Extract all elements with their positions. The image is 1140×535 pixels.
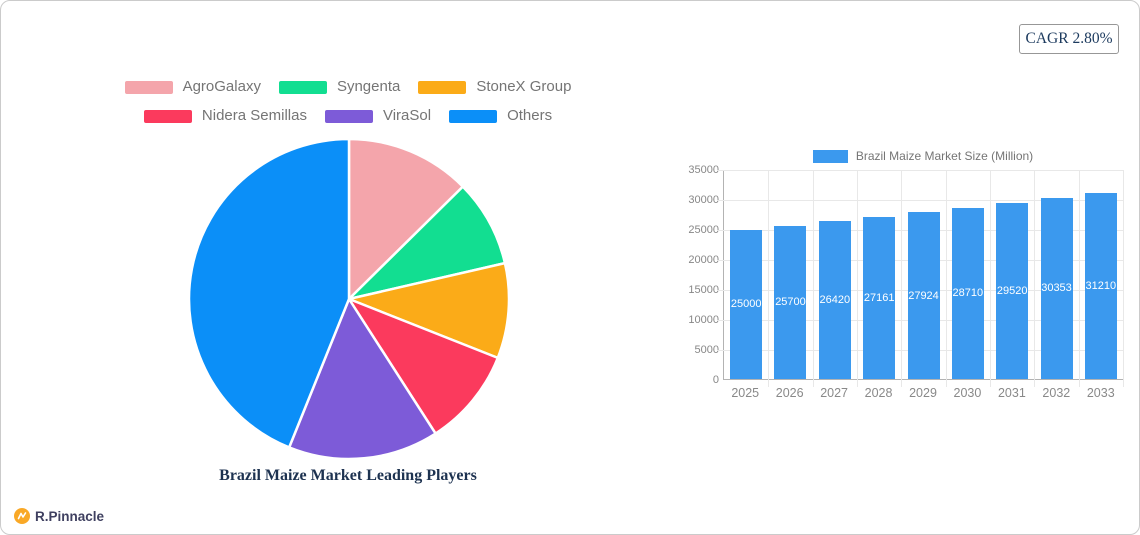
bar-2029[interactable]: 27924	[907, 212, 940, 379]
bar-value-label: 31210	[1085, 279, 1117, 292]
brand-icon	[14, 508, 30, 524]
bar-value-label: 30353	[1041, 282, 1072, 295]
legend-item-label: AgroGalaxy	[182, 78, 261, 95]
bar-value-label: 27161	[863, 291, 895, 304]
legend-item-others[interactable]: Others	[449, 108, 552, 124]
gridline-horizontal	[717, 170, 1124, 171]
legend-item-label: ViraSol	[382, 107, 432, 124]
gridline-vertical	[768, 170, 770, 387]
bar-value-label: 27924	[908, 289, 939, 302]
legend-item-virasol[interactable]: ViraSol	[324, 107, 432, 124]
legend-item-label: Nidera Semillas	[201, 107, 307, 124]
cagr-label: CAGR 2.80%	[1025, 30, 1113, 47]
bar-value-label: 29520	[996, 284, 1028, 297]
legend-swatch-icon	[278, 80, 327, 94]
pie-slice-stonex-group[interactable]	[347, 261, 511, 360]
x-axis-tick-label: 2030	[953, 386, 982, 400]
pie-chart-title: Brazil Maize Market Leading Players	[219, 467, 477, 484]
x-axis-tick-label: 2026	[775, 386, 804, 400]
bar-value-label: 26420	[819, 294, 851, 307]
legend-item-label: Syngenta	[336, 78, 401, 95]
bar-value-label: 28710	[952, 287, 984, 300]
pie-slice-others[interactable]	[187, 137, 351, 449]
x-axis-tick-label: 2031	[997, 386, 1026, 400]
pie-slice-virasol[interactable]	[287, 297, 437, 461]
gridline-vertical	[1034, 170, 1036, 387]
cagr-badge: CAGR 2.80%	[1019, 24, 1119, 54]
legend-item-stonex-group[interactable]: StoneX Group	[418, 79, 571, 95]
legend-swatch-icon	[449, 109, 498, 123]
x-axis-tick-label: 2032	[1042, 386, 1071, 400]
bar-value-label: 25700	[775, 296, 806, 309]
gridline-horizontal	[717, 200, 1124, 201]
legend-item-nidera-semillas[interactable]: Nidera Semillas	[143, 107, 307, 124]
y-axis-tick-label: 35000	[688, 164, 719, 176]
x-axis-tick-label: 2025	[731, 386, 760, 400]
gridline-vertical	[901, 170, 903, 387]
bar-2027[interactable]: 26420	[818, 221, 851, 379]
pie-slice-nidera-semillas[interactable]	[347, 297, 500, 435]
y-axis-tick-label: 0	[712, 374, 719, 386]
x-axis-tick-label: 2028	[864, 386, 893, 400]
legend-swatch-icon	[324, 109, 373, 123]
x-axis-tick-label: 2033	[1086, 386, 1115, 400]
y-axis-tick-label: 20000	[688, 254, 719, 266]
pie-legend: AgroGalaxy Syngenta StoneX Group Nidera Sem…	[25, 79, 671, 124]
y-axis-tick-label: 15000	[688, 284, 719, 296]
bar-2031[interactable]: 29520	[996, 202, 1029, 379]
bar-2026[interactable]: 25700	[774, 225, 807, 379]
gridline-vertical	[856, 170, 858, 387]
bar-chart-y-axis: 0 5000 10000 15000 20000 25000 30000 35000	[651, 164, 719, 386]
bar-2028[interactable]: 27161	[863, 216, 896, 379]
pie-legend-row: AgroGalaxy Syngenta StoneX Group	[124, 78, 571, 95]
legend-swatch-icon	[418, 80, 467, 94]
gridline-vertical	[945, 170, 947, 387]
legend-item-label: Others	[507, 107, 553, 124]
bar-value-label: 25000	[730, 298, 762, 311]
brand-logo: R.Pinnacle	[14, 508, 104, 524]
gridline-vertical	[1078, 170, 1080, 387]
bar-chart-legend-item[interactable]: Brazil Maize Market Size (Million)	[723, 149, 1123, 163]
y-axis-tick-label: 10000	[688, 314, 719, 326]
bar-chart-x-axis: 2025 2026 2027 2028 2029 2030 2031 2032 2033	[723, 386, 1123, 402]
bar-chart-plot-area: 25000 25700 26420 27161 27924 28710 29520 30353…	[717, 170, 1124, 387]
y-axis-tick-label: 25000	[688, 224, 719, 236]
bar-legend-swatch-icon	[812, 149, 848, 163]
x-axis-tick-label: 2029	[909, 386, 937, 400]
bar-2032[interactable]: 30353	[1040, 197, 1073, 379]
brand-name: R.Pinnacle	[35, 508, 105, 524]
pie-chart	[187, 137, 511, 461]
legend-item-agrogalaxy[interactable]: AgroGalaxy	[124, 78, 261, 95]
bar-legend-label: Brazil Maize Market Size (Million)	[855, 149, 1034, 163]
bar-2033[interactable]: 31210	[1084, 192, 1117, 379]
bar-2030[interactable]: 28710	[951, 207, 984, 379]
pie-legend-row: Nidera Semillas ViraSol Others	[143, 107, 552, 124]
y-axis-tick-label: 30000	[688, 194, 719, 206]
y-axis-tick-label: 5000	[694, 344, 719, 356]
gridline-vertical	[989, 170, 991, 387]
gridline-vertical	[1123, 170, 1124, 387]
bar-2025[interactable]: 25000	[730, 229, 763, 379]
gridline-vertical	[812, 170, 814, 387]
legend-swatch-icon	[124, 80, 173, 94]
legend-item-syngenta[interactable]: Syngenta	[278, 78, 401, 95]
legend-item-label: StoneX Group	[476, 78, 572, 95]
legend-swatch-icon	[143, 109, 192, 123]
pie-slice-agrogalaxy[interactable]	[347, 137, 465, 301]
x-axis-tick-label: 2027	[820, 386, 849, 400]
